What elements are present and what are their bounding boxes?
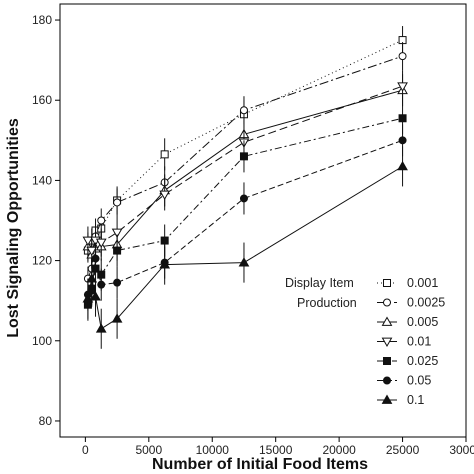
x-axis: 0 5000 10000 15000 20000 25000 30000 [82,437,474,457]
data-point [97,216,106,225]
legend-label: 0.05 [407,374,431,388]
legend-label: 0.001 [407,276,438,290]
series-layer [82,26,408,349]
data-point [90,291,101,301]
data-point [398,136,407,145]
data-point [97,280,106,289]
data-point [111,228,123,239]
data-point [86,273,98,283]
x-tick-label: 10000 [196,443,230,457]
series-0.005 [82,74,408,269]
data-point [159,259,171,269]
series-0.01 [82,70,408,265]
data-point [239,194,248,203]
y-tick-label: 140 [32,173,52,187]
legend-label: 0.005 [407,315,438,329]
x-axis-title: Number of Initial Food Items [152,456,368,473]
plot-frame [59,3,467,438]
legend-marker [381,316,393,326]
series-0.05 [83,124,407,311]
data-point [113,198,122,207]
data-point [397,160,408,171]
data-point [238,257,250,267]
data-point [397,82,408,92]
data-point [160,236,169,245]
legend-label: 0.0025 [407,296,445,310]
x-tick-label: 0 [82,443,89,457]
series-line-0.0025 [87,55,403,279]
x-tick-label: 5000 [135,443,162,457]
legend-label: 0.1 [407,393,424,407]
data-point [86,246,98,257]
data-point [91,254,100,263]
x-tick-label: 30000 [449,443,474,457]
legend-label: 0.01 [407,335,431,349]
data-point [113,246,122,255]
series-0.1 [82,146,408,349]
legend-marker [381,394,393,404]
y-tick-label: 120 [32,254,52,268]
y-tick-label: 100 [32,334,52,348]
legend-marker [383,279,391,287]
legend: Display Item Production 0.001 0.0025 0.005… [285,276,445,407]
data-point [239,152,248,161]
x-tick-label: 15000 [259,443,293,457]
legend-marker [383,298,391,307]
data-point [95,323,107,333]
legend-title-line-2: Production [297,296,357,310]
y-tick-label: 160 [32,93,52,107]
data-point [160,150,169,159]
data-point [239,106,248,115]
data-point [113,278,122,287]
x-tick-label: 20000 [322,443,356,457]
y-axis: 80 100 120 140 160 180 [32,13,60,428]
legend-label: 0.025 [407,354,438,368]
y-tick-label: 80 [39,414,53,428]
legend-marker [383,357,391,365]
data-point [398,114,407,123]
legend-title-line-1: Display Item [285,276,354,290]
data-point [82,293,94,303]
series-line-0.025 [87,117,403,305]
data-point [398,52,407,61]
series-0.0025 [83,42,407,291]
data-point [82,236,94,247]
x-tick-label: 25000 [386,443,420,457]
y-tick-label: 180 [32,13,52,27]
data-point [95,238,107,249]
data-point [159,190,171,200]
legend-marker [383,376,391,385]
series-line-0.05 [87,139,403,296]
data-point [111,313,123,323]
legend-marker [381,337,393,348]
y-axis-title: Lost Signaling Opportunities [5,118,22,338]
